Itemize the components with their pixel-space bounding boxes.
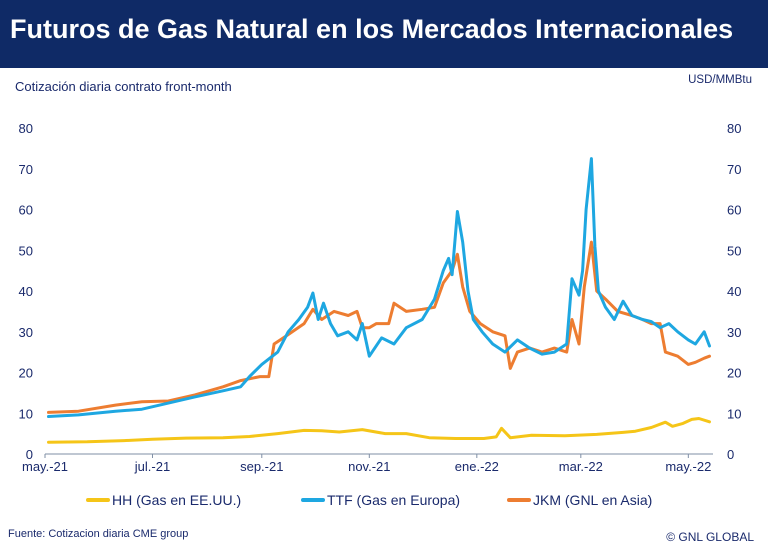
y-tick-label-left: 10 <box>19 406 33 421</box>
y-tick-label-left: 70 <box>19 162 33 177</box>
chart-subtitle: Cotización diaria contrato front-month <box>15 79 232 94</box>
legend-label: HH (Gas en EE.UU.) <box>112 492 241 508</box>
series-line <box>47 417 711 444</box>
x-tick-label: sep.-21 <box>240 459 283 474</box>
y-tick-label-left: 30 <box>19 325 33 340</box>
y-tick-label-right: 10 <box>727 406 741 421</box>
y-tick-label-left: 80 <box>19 121 33 136</box>
x-tick-label: nov.-21 <box>348 459 390 474</box>
y-tick-label-right: 80 <box>727 121 741 136</box>
x-tick-label: ene.-22 <box>455 459 499 474</box>
y-tick-label-right: 20 <box>727 366 741 381</box>
title-bar: Futuros de Gas Natural en los Mercados I… <box>0 0 768 68</box>
y-tick-label-right: 30 <box>727 325 741 340</box>
y-tick-label-right: 50 <box>727 243 741 258</box>
copyright-note: © GNL GLOBAL <box>666 530 754 544</box>
x-tick-label: mar.-22 <box>559 459 603 474</box>
page-title: Futuros de Gas Natural en los Mercados I… <box>10 14 734 44</box>
y-tick-label-right: 70 <box>727 162 741 177</box>
source-note: Fuente: Cotizacion diaria CME group <box>8 528 189 540</box>
y-tick-label-left: 0 <box>26 447 33 462</box>
y-tick-label-right: 40 <box>727 284 741 299</box>
x-tick-label: may.-22 <box>665 459 711 474</box>
legend-label: JKM (GNL en Asia) <box>533 492 652 508</box>
y-tick-label-left: 60 <box>19 203 33 218</box>
series-line <box>47 157 711 418</box>
unit-label: USD/MMBtu <box>688 74 752 86</box>
x-tick-label: jul.-21 <box>134 459 170 474</box>
y-tick-label-right: 60 <box>727 203 741 218</box>
y-tick-label-right: 0 <box>727 447 734 462</box>
y-tick-label-left: 50 <box>19 243 33 258</box>
y-tick-label-left: 40 <box>19 284 33 299</box>
y-tick-label-left: 20 <box>19 366 33 381</box>
legend-label: TTF (Gas en Europa) <box>327 492 460 508</box>
series-line <box>47 240 711 414</box>
x-tick-label: may.-21 <box>22 459 68 474</box>
